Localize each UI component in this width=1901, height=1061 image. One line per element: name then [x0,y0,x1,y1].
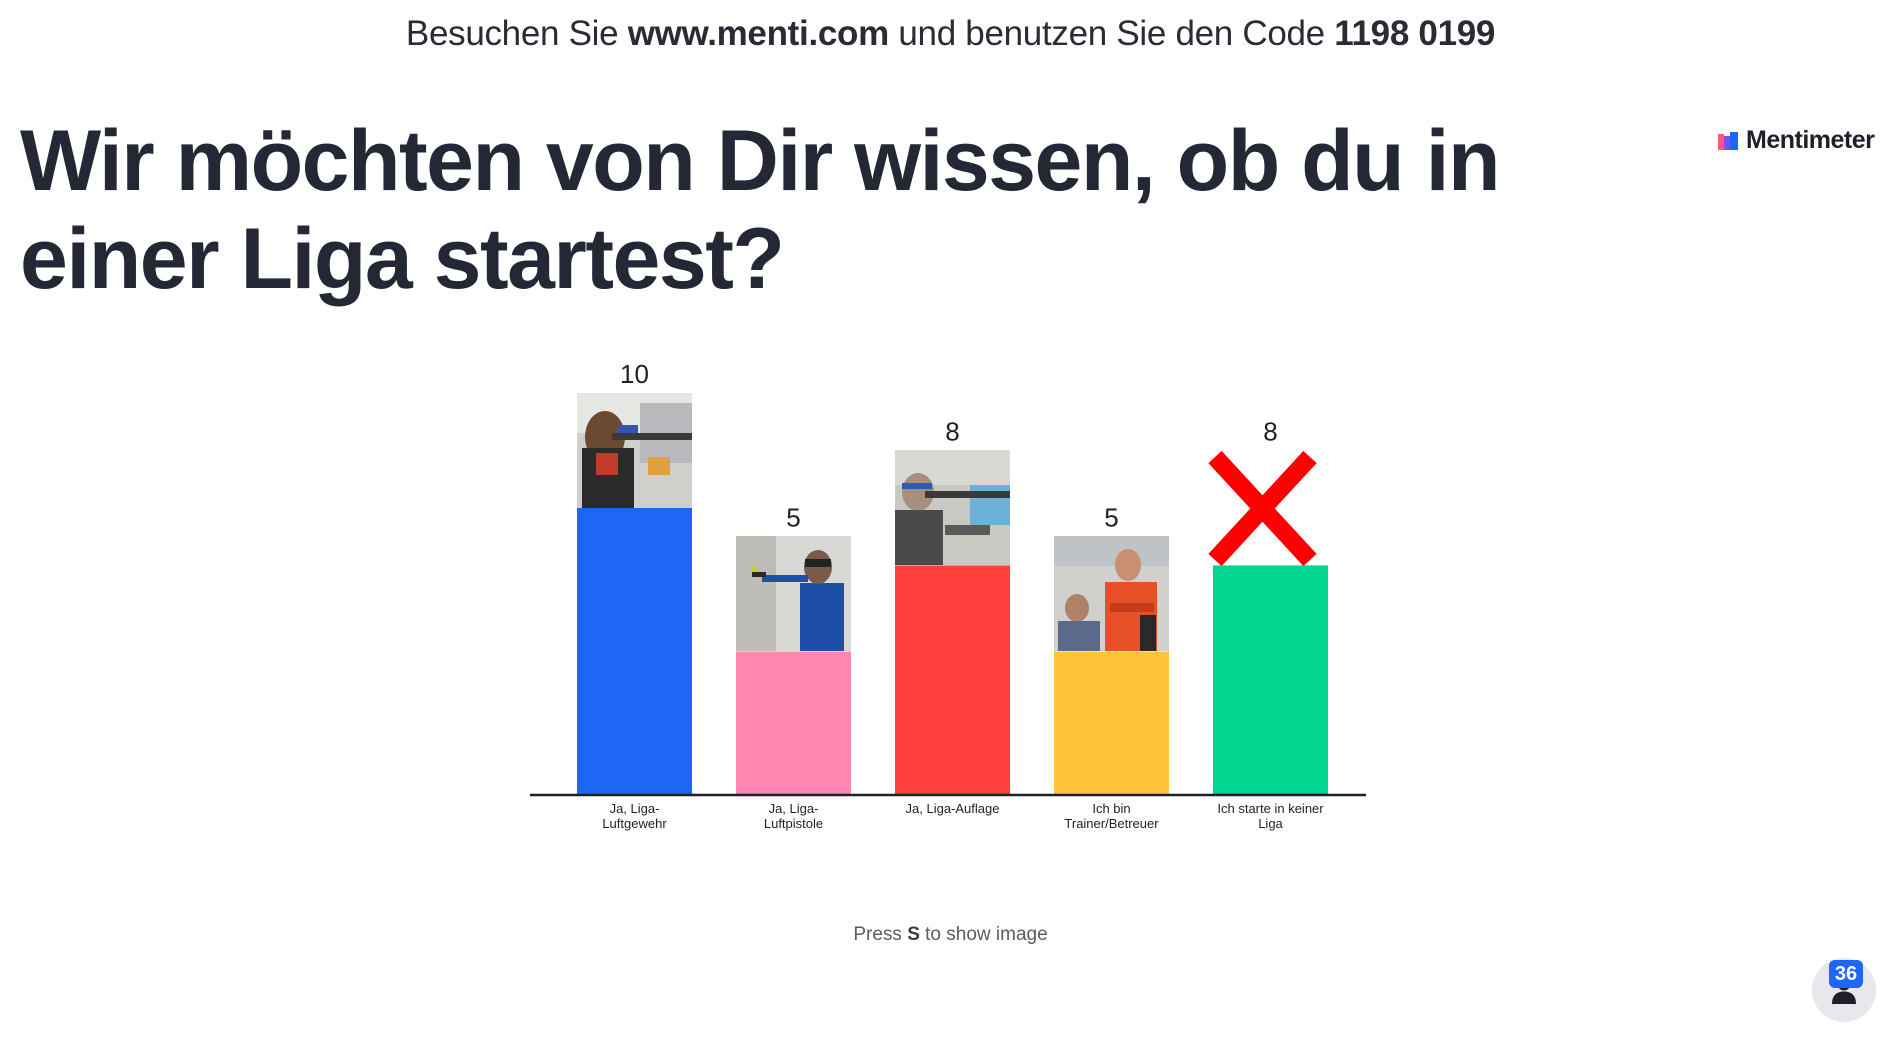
value-label-1: 10 [620,359,649,389]
hint-prefix: Press [853,924,908,945]
red-x-icon [1208,450,1317,567]
value-label-3: 8 [945,416,959,446]
join-instructions: Besuchen Sie www.menti.com und benutzen … [0,14,1901,54]
bar-5 [1213,565,1328,795]
value-label-4: 5 [1104,503,1118,533]
category-label-1: Ja, Liga-Luftgewehr [602,801,667,831]
photo-supported-rifle-shooter [895,450,1010,565]
bar-chart-svg: 10 5 8 5 8 Ja, Liga-Luftgewehr Ja, Liga-Luftp… [530,359,1366,831]
category-label-2: Ja, Liga-Luftpistole [764,801,823,831]
bar-1 [577,508,692,795]
audience-count-badge: 36 [1829,960,1863,988]
join-code: 1198 0199 [1334,14,1496,53]
bar-3 [895,565,1010,795]
category-label-5: Ich starte in keiner Liga [1217,801,1324,831]
category-label-4: Ich bin Trainer/Betreuer [1064,801,1159,831]
photo-pistol-shooter [736,536,851,651]
results-chart: 10 5 8 5 8 Ja, Liga-Luftgewehr Ja, Liga-Luftp… [500,345,1400,845]
category-labels-group: Ja, Liga-Luftgewehr Ja, Liga-Luftpistole J… [602,801,1324,831]
question-title: Wir möchten von Dir wissen, ob du in ein… [20,113,1501,307]
hint-suffix: to show image [919,924,1048,945]
join-middle: und benutzen Sie den Code [888,14,1335,53]
mentimeter-logo: Mentimeter [1718,126,1875,155]
photo-coach [1054,536,1169,651]
value-label-2: 5 [786,503,800,533]
value-label-5: 8 [1263,416,1277,446]
join-prefix: Besuchen Sie [405,14,628,53]
join-url[interactable]: www.menti.com [627,14,890,53]
category-label-3: Ja, Liga-Auflage [906,801,1000,816]
hint-key: S [907,924,920,945]
mentimeter-logo-icon [1718,131,1738,150]
keyboard-hint: Press S to show image [0,924,1901,946]
bar-4 [1054,651,1169,795]
bar-2 [736,651,851,795]
bars-group [577,508,1328,795]
logo-text: Mentimeter [1746,126,1875,154]
photo-rifle-shooter [577,393,692,508]
value-labels-group: 10 5 8 5 8 [620,359,1278,533]
